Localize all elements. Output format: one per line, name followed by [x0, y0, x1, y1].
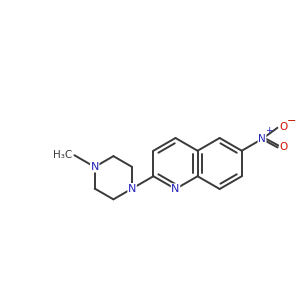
- Text: O: O: [280, 142, 288, 152]
- Text: N: N: [128, 184, 136, 194]
- Text: −: −: [287, 116, 297, 126]
- Text: +: +: [265, 126, 272, 135]
- Text: O: O: [279, 122, 287, 132]
- Text: H₃C: H₃C: [53, 150, 72, 160]
- Text: N: N: [171, 184, 180, 194]
- Text: N: N: [258, 134, 266, 144]
- Text: N: N: [91, 162, 99, 172]
